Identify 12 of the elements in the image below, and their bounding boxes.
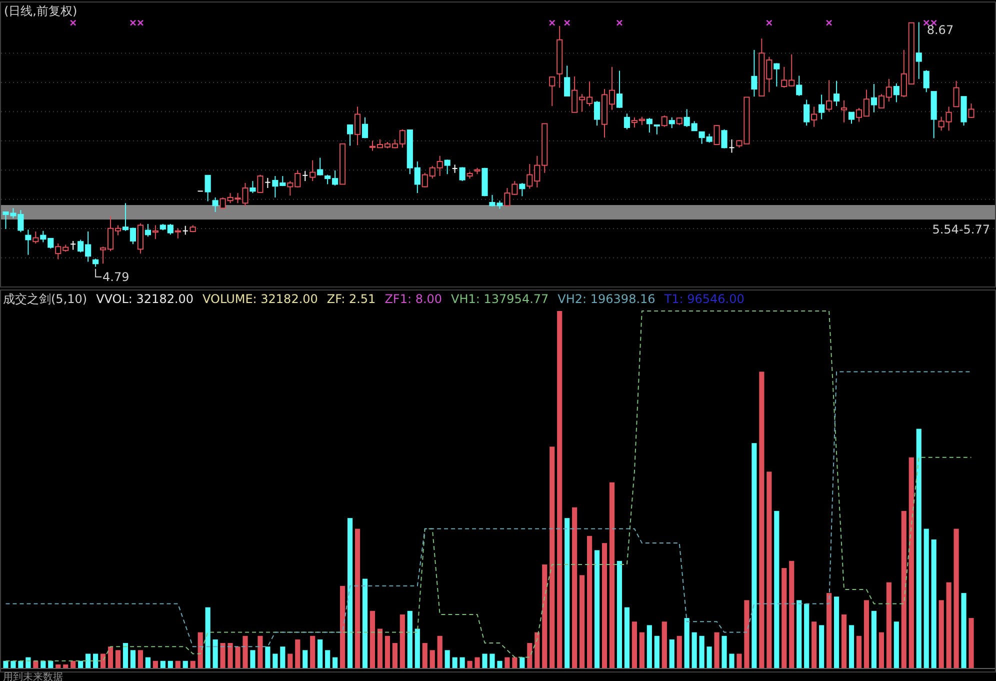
chart-title: (日线,前复权) xyxy=(4,4,78,18)
text: VOLUME: 32182.00 xyxy=(202,292,318,306)
text: ZF1: 8.00 xyxy=(384,292,442,306)
annotation: 8.67 xyxy=(926,23,954,38)
text: 成交之剑(5,10) xyxy=(3,292,88,306)
band-label: 5.54-5.77 xyxy=(932,222,990,237)
text: VVOL: 32182.00 xyxy=(96,292,194,306)
text: ZF: 2.51 xyxy=(326,292,376,306)
text: T1: 96546.00 xyxy=(663,292,744,306)
text: VH2: 196398.16 xyxy=(558,292,656,306)
annotation: 4.79 xyxy=(102,270,130,284)
text: VH1: 137954.77 xyxy=(451,292,549,306)
